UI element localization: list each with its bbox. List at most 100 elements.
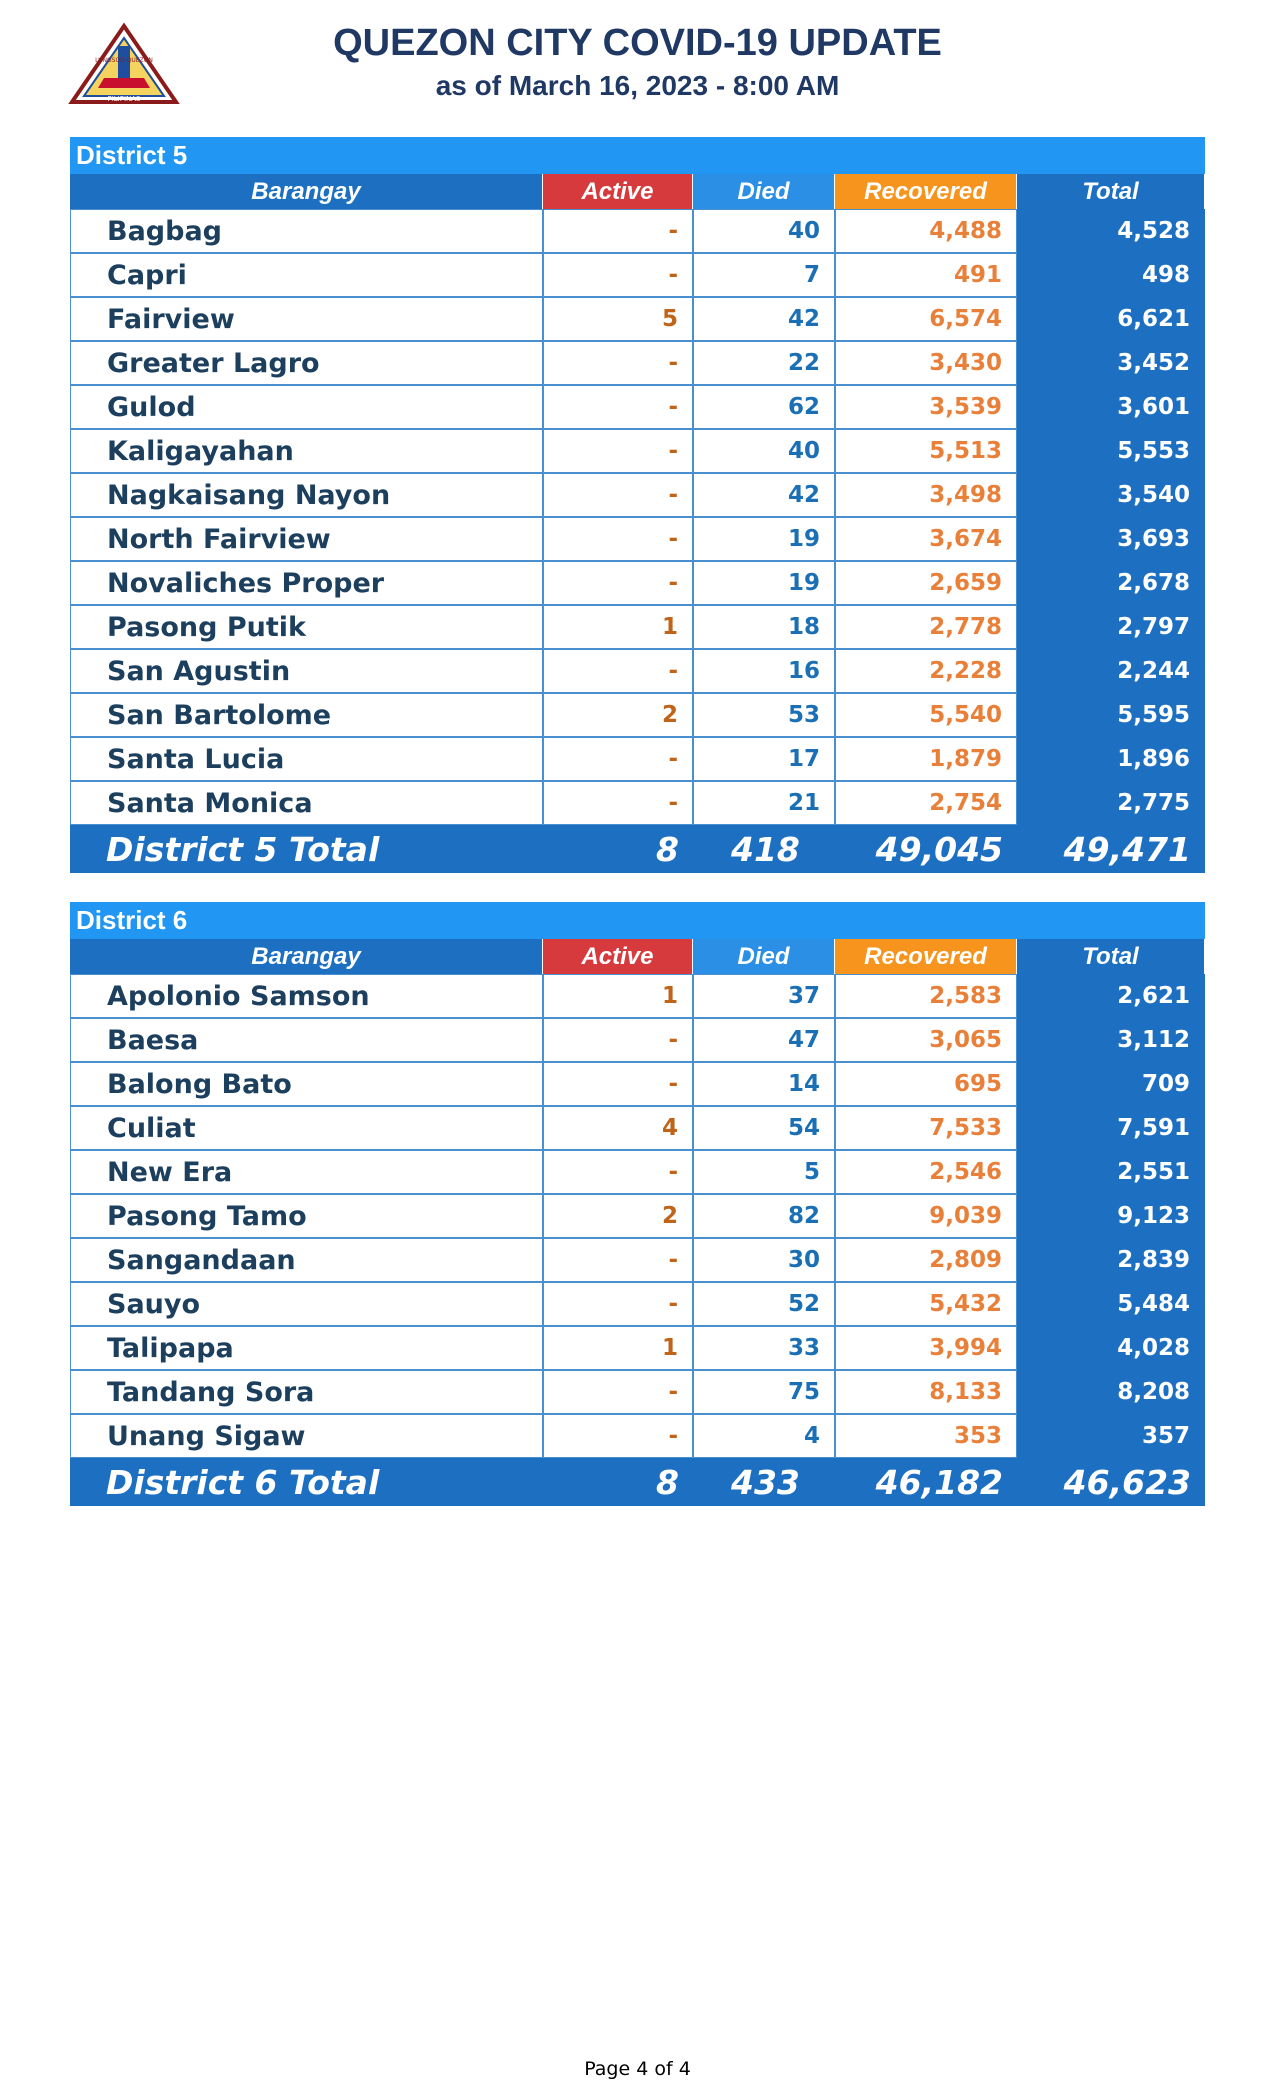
- cell-value: 5,540: [835, 693, 1017, 737]
- column-header: Total: [1017, 939, 1205, 974]
- cell-value: 42: [693, 297, 835, 341]
- barangay-name: Santa Monica: [70, 781, 543, 825]
- cell-value: 3,540: [1017, 473, 1205, 517]
- cell-value: 2,551: [1017, 1150, 1205, 1194]
- cell-value: 1,896: [1017, 737, 1205, 781]
- barangay-name: Greater Lagro: [70, 341, 543, 385]
- cell-value: 2,659: [835, 561, 1017, 605]
- cell-value: 4: [543, 1106, 693, 1150]
- cell-value: 7,533: [835, 1106, 1017, 1150]
- barangay-name: Baesa: [70, 1018, 543, 1062]
- cell-value: 353: [835, 1414, 1017, 1458]
- total-label: District 6 Total: [70, 1458, 543, 1506]
- cell-value: -: [543, 1414, 693, 1458]
- cell-value: 491: [835, 253, 1017, 297]
- cell-value: 5,553: [1017, 429, 1205, 473]
- column-header: Barangay: [70, 174, 543, 209]
- district-header: District 6: [70, 902, 1205, 939]
- cell-value: 6,621: [1017, 297, 1205, 341]
- cell-value: -: [543, 1062, 693, 1106]
- cell-value: 1,879: [835, 737, 1017, 781]
- cell-value: 37: [693, 974, 835, 1018]
- barangay-name: Apolonio Samson: [70, 974, 543, 1018]
- cell-value: 47: [693, 1018, 835, 1062]
- cell-value: 22: [693, 341, 835, 385]
- cell-value: 2,678: [1017, 561, 1205, 605]
- barangay-name: Fairview: [70, 297, 543, 341]
- cell-value: 709: [1017, 1062, 1205, 1106]
- total-value: 49,471: [1017, 825, 1205, 873]
- cell-value: 16: [693, 649, 835, 693]
- barangay-name: Talipapa: [70, 1326, 543, 1370]
- cell-value: 17: [693, 737, 835, 781]
- barangay-name: Sauyo: [70, 1282, 543, 1326]
- barangay-name: Santa Lucia: [70, 737, 543, 781]
- barangay-name: Novaliches Proper: [70, 561, 543, 605]
- barangay-name: Culiat: [70, 1106, 543, 1150]
- cell-value: 30: [693, 1238, 835, 1282]
- cell-value: -: [543, 1238, 693, 1282]
- cell-value: 9,039: [835, 1194, 1017, 1238]
- cell-value: 9,123: [1017, 1194, 1205, 1238]
- column-header: Recovered: [835, 174, 1017, 209]
- cell-value: -: [543, 781, 693, 825]
- cell-value: 2,546: [835, 1150, 1017, 1194]
- cell-value: 3,693: [1017, 517, 1205, 561]
- logo-bottom: PILIPINAS: [107, 95, 141, 103]
- total-value: 418: [693, 825, 835, 873]
- cell-value: 2,228: [835, 649, 1017, 693]
- column-header: Barangay: [70, 939, 543, 974]
- cell-value: 4,528: [1017, 209, 1205, 253]
- cell-value: 3,112: [1017, 1018, 1205, 1062]
- column-header: Died: [693, 939, 835, 974]
- barangay-name: Capri: [70, 253, 543, 297]
- cell-value: 5,432: [835, 1282, 1017, 1326]
- cell-value: -: [543, 385, 693, 429]
- cell-value: -: [543, 253, 693, 297]
- column-header: Recovered: [835, 939, 1017, 974]
- barangay-name: Gulod: [70, 385, 543, 429]
- cell-value: -: [543, 1018, 693, 1062]
- cell-value: 2,754: [835, 781, 1017, 825]
- barangay-name: Balong Bato: [70, 1062, 543, 1106]
- cell-value: 3,498: [835, 473, 1017, 517]
- total-value: 49,045: [835, 825, 1017, 873]
- barangay-name: Pasong Putik: [70, 605, 543, 649]
- total-value: 46,623: [1017, 1458, 1205, 1506]
- barangay-name: Unang Sigaw: [70, 1414, 543, 1458]
- logo-top: LUNGSOD QUEZON: [95, 57, 153, 64]
- cell-value: -: [543, 473, 693, 517]
- cell-value: 6,574: [835, 297, 1017, 341]
- cell-value: -: [543, 341, 693, 385]
- subtitle: as of March 16, 2023 - 8:00 AM: [435, 70, 840, 101]
- cell-value: 2,775: [1017, 781, 1205, 825]
- cell-value: -: [543, 1370, 693, 1414]
- cell-value: -: [543, 1150, 693, 1194]
- cell-value: 7: [693, 253, 835, 297]
- cell-value: -: [543, 1282, 693, 1326]
- barangay-name: Kaligayahan: [70, 429, 543, 473]
- total-value: 433: [693, 1458, 835, 1506]
- title: QUEZON CITY COVID-19 UPDATE: [333, 22, 942, 64]
- cell-value: 42: [693, 473, 835, 517]
- total-label: District 5 Total: [70, 825, 543, 873]
- cell-value: 2: [543, 693, 693, 737]
- cell-value: 1: [543, 1326, 693, 1370]
- cell-value: 19: [693, 517, 835, 561]
- cell-value: -: [543, 517, 693, 561]
- cell-value: 1: [543, 974, 693, 1018]
- cell-value: 53: [693, 693, 835, 737]
- cell-value: 5,513: [835, 429, 1017, 473]
- cell-value: -: [543, 649, 693, 693]
- cell-value: 5: [543, 297, 693, 341]
- cell-value: 5: [693, 1150, 835, 1194]
- total-value: 8: [543, 1458, 693, 1506]
- cell-value: 3,994: [835, 1326, 1017, 1370]
- cell-value: 2,778: [835, 605, 1017, 649]
- cell-value: 2,621: [1017, 974, 1205, 1018]
- cell-value: 498: [1017, 253, 1205, 297]
- cell-value: 3,539: [835, 385, 1017, 429]
- cell-value: 62: [693, 385, 835, 429]
- total-value: 46,182: [835, 1458, 1017, 1506]
